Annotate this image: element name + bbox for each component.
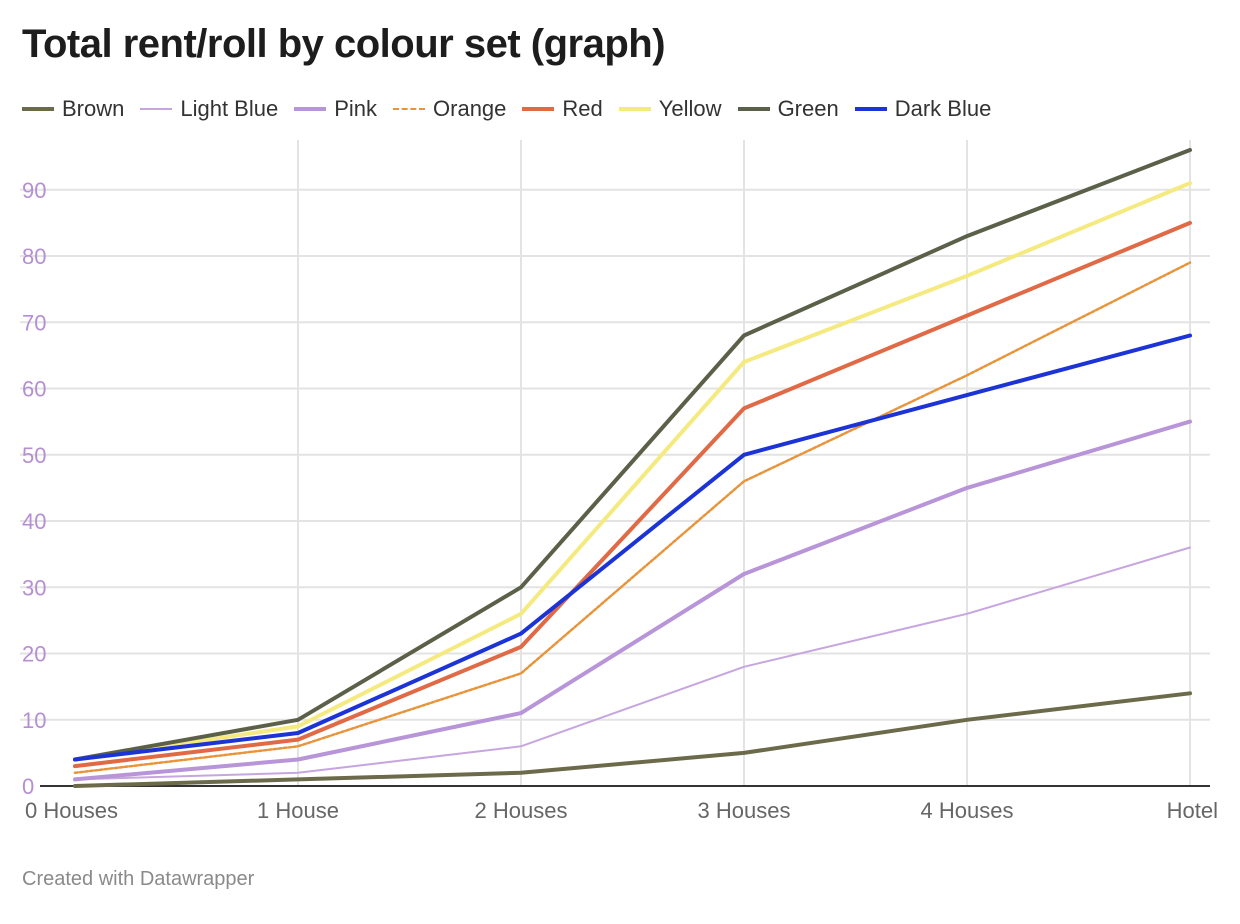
legend-item: Pink <box>294 96 377 122</box>
legend-item: Light Blue <box>140 96 278 122</box>
legend-label: Red <box>562 96 603 121</box>
legend-label: Brown <box>62 96 125 121</box>
legend-swatch <box>854 107 887 111</box>
legend-swatch <box>522 107 555 111</box>
series-line-pink <box>73 419 1192 782</box>
legend-label: Yellow <box>658 96 722 121</box>
series-line-green <box>73 148 1192 762</box>
legend-label: Pink <box>334 96 378 121</box>
series-line-red <box>73 220 1192 769</box>
legend-swatch <box>22 107 54 111</box>
legend-swatch <box>618 107 651 111</box>
legend-item: Dark Blue <box>854 96 992 122</box>
y-tick-label: 40 <box>22 509 46 534</box>
y-tick-label: 50 <box>22 443 46 468</box>
legend-swatch <box>140 108 173 110</box>
legend-item: Red <box>522 96 603 122</box>
y-tick-label: 30 <box>22 575 46 600</box>
series-line-yellow <box>73 181 1192 762</box>
y-tick-label: 10 <box>22 708 46 733</box>
y-tick-label: 60 <box>22 377 46 402</box>
x-tick-label: 4 Houses <box>921 798 1014 823</box>
line-chart: 0 10 20 30 40 50 60 70 80 90 0 Houses 1 House 2 Hous… <box>20 140 1218 823</box>
footer-credit: Created with Datawrapper <box>22 868 255 890</box>
y-tick-label: 70 <box>22 310 46 335</box>
x-tick-label: 3 Houses <box>698 798 791 823</box>
y-tick-label: 0 <box>22 774 34 799</box>
legend-label: Orange <box>433 96 507 121</box>
legend-swatch <box>737 107 770 111</box>
x-tick-label: Hotel <box>1167 798 1218 823</box>
legend-item: Green <box>737 96 839 122</box>
y-tick-label: 80 <box>22 244 46 269</box>
legend-item: Yellow <box>618 96 722 122</box>
legend-swatch <box>393 108 426 110</box>
x-tick-label: 2 Houses <box>475 798 568 823</box>
x-tick-label: 1 House <box>257 798 339 823</box>
chart-legend: Brown Light Blue Pink Orange Red Yellow Green D… <box>22 96 1007 122</box>
series-line-brown <box>73 691 1192 788</box>
chart-title: Total rent/roll by colour set (graph) <box>22 22 666 66</box>
y-tick-label: 20 <box>22 642 46 667</box>
legend-label: Dark Blue <box>894 96 992 121</box>
legend-item: Orange <box>393 96 506 122</box>
x-tick-label: 0 Houses <box>25 798 118 823</box>
legend-label: Green <box>777 96 839 121</box>
legend-item: Brown <box>22 96 124 122</box>
legend-label: Light Blue <box>180 96 279 121</box>
series-line-light-blue <box>74 546 1191 781</box>
legend-swatch <box>294 107 327 111</box>
y-tick-label: 90 <box>22 178 46 203</box>
series-line-orange <box>73 261 1192 775</box>
series-line-dark-blue <box>73 333 1192 762</box>
